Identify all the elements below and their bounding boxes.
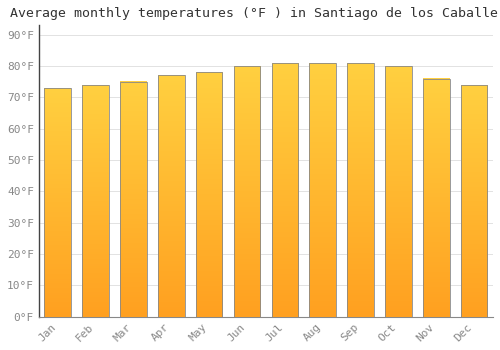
Bar (310, 63, 336, 317)
Bar (196, 72, 222, 317)
Bar (385, 66, 411, 317)
Bar (423, 78, 450, 317)
Bar (234, 66, 260, 317)
Bar (120, 82, 146, 317)
Bar (461, 85, 487, 317)
Bar (44, 88, 71, 317)
Bar (158, 76, 184, 317)
Title: Average monthly temperatures (°F ) in Santiago de los Caballeros: Average monthly temperatures (°F ) in Sa… (10, 7, 500, 20)
Bar (272, 63, 298, 317)
Bar (348, 63, 374, 317)
Bar (82, 85, 109, 317)
